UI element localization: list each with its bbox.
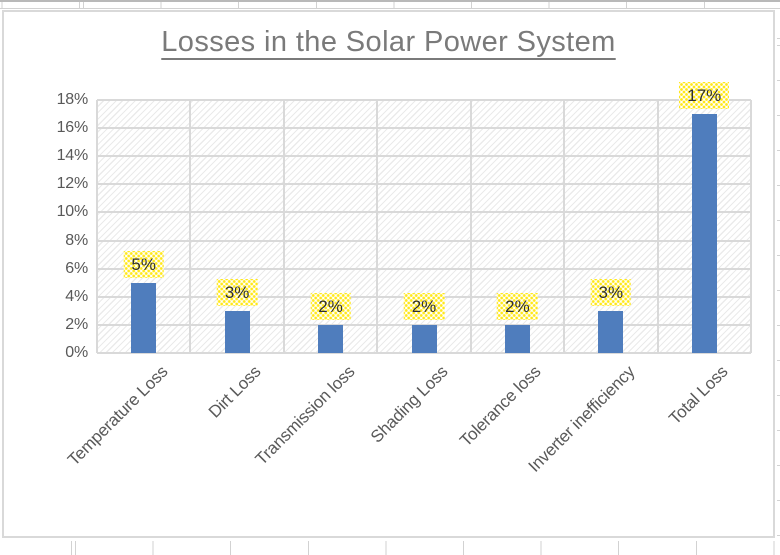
gridline-vertical <box>96 100 98 353</box>
gridline-horizontal <box>97 155 751 158</box>
spreadsheet-row-bottom <box>0 541 780 555</box>
gridline-vertical <box>750 100 752 353</box>
bar-total-loss[interactable] <box>691 114 717 353</box>
gridline-horizontal <box>97 267 751 270</box>
x-category-label-transmission-loss: Transmission loss <box>251 362 359 469</box>
gridline-vertical <box>376 100 379 353</box>
data-label-total-loss[interactable]: 17% <box>679 82 729 109</box>
gridline-horizontal <box>97 99 751 101</box>
gridline-vertical <box>563 100 566 353</box>
bar-shading-loss[interactable] <box>411 324 437 353</box>
data-label-inverter-inefficiency[interactable]: 3% <box>591 279 632 306</box>
chart-object[interactable]: Losses in the Solar Power System 0% 2% 4% 6… <box>2 10 775 538</box>
data-label-temperature-loss[interactable]: 5% <box>123 251 164 278</box>
gridline-horizontal <box>97 211 751 214</box>
y-axis-tick-label: 14% <box>56 147 89 165</box>
bar-inverter-inefficiency[interactable] <box>598 310 624 353</box>
data-label-tolerance-loss[interactable]: 2% <box>497 293 538 320</box>
bar-temperature-loss[interactable] <box>131 282 157 353</box>
gridline-horizontal <box>97 127 751 130</box>
x-category-label-inverter-inefficiency: Inverter inefficiency <box>524 362 639 476</box>
y-axis-tick-label: 10% <box>56 203 89 221</box>
y-axis-tick-label: 8% <box>65 231 88 249</box>
y-axis-tick-label: 2% <box>65 315 88 333</box>
gridline-vertical <box>189 100 192 353</box>
gridline-vertical <box>656 100 659 353</box>
gridline-horizontal <box>97 239 751 242</box>
y-axis-tick-label: 6% <box>65 259 88 277</box>
gridline-vertical <box>469 100 472 353</box>
y-axis-tick-label: 16% <box>56 119 89 137</box>
x-category-label-temperature-loss: Temperature Loss <box>63 362 172 470</box>
gridline-vertical <box>282 100 285 353</box>
x-category-label-total-loss: Total Loss <box>665 362 732 429</box>
gridline-horizontal <box>97 183 751 186</box>
bar-tolerance-loss[interactable] <box>504 324 530 353</box>
y-axis-tick-label: 0% <box>65 344 88 361</box>
x-category-label-shading-loss: Shading Loss <box>366 362 452 447</box>
data-label-shading-loss[interactable]: 2% <box>404 293 445 320</box>
bar-transmission-loss[interactable] <box>318 324 344 353</box>
chart-title[interactable]: Losses in the Solar Power System <box>161 26 616 58</box>
data-label-transmission-loss[interactable]: 2% <box>310 293 351 320</box>
spreadsheet-column-right <box>777 9 780 541</box>
x-category-label-dirt-loss: Dirt Loss <box>204 362 265 422</box>
data-label-dirt-loss[interactable]: 3% <box>217 279 258 306</box>
y-axis-tick-label: 12% <box>56 175 89 193</box>
x-category-label-tolerance-loss: Tolerance loss <box>456 362 545 451</box>
y-axis-tick-label: 4% <box>65 287 88 305</box>
y-axis-tick-label: 18% <box>56 91 89 108</box>
spreadsheet-row-top <box>0 0 780 9</box>
gridline-horizontal <box>97 352 751 354</box>
bar-dirt-loss[interactable] <box>224 310 250 353</box>
